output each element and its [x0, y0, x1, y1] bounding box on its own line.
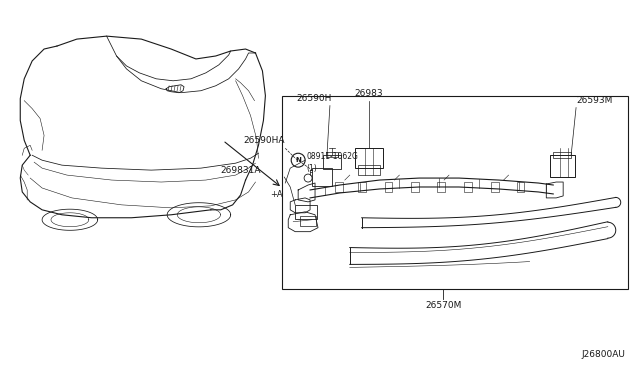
Text: N: N — [295, 157, 301, 163]
Bar — [323, 155, 341, 169]
Bar — [358, 165, 380, 175]
Text: 26593M: 26593M — [576, 96, 612, 105]
Bar — [335, 182, 343, 192]
Bar — [516, 182, 524, 192]
Text: +A: +A — [269, 190, 282, 199]
Bar — [464, 182, 472, 192]
Bar — [385, 182, 392, 192]
Bar — [437, 182, 445, 192]
Bar — [550, 155, 575, 177]
Bar — [300, 216, 316, 226]
Bar — [282, 96, 628, 289]
Bar — [295, 205, 317, 219]
Bar — [358, 182, 365, 192]
Text: 26590HA: 26590HA — [244, 136, 285, 145]
Text: 08911-1062G: 08911-1062G — [306, 152, 358, 161]
Text: 26570M: 26570M — [425, 301, 461, 310]
Bar — [412, 182, 419, 192]
Bar — [312, 168, 332, 186]
Text: 26590H: 26590H — [296, 94, 332, 103]
Text: 26983: 26983 — [355, 89, 383, 98]
Text: (1): (1) — [306, 164, 317, 173]
Bar — [553, 152, 571, 158]
Bar — [326, 152, 338, 157]
Bar — [491, 182, 499, 192]
Text: J26800AU: J26800AU — [582, 350, 626, 359]
Text: 269831A: 269831A — [220, 166, 260, 175]
Bar — [355, 148, 383, 168]
